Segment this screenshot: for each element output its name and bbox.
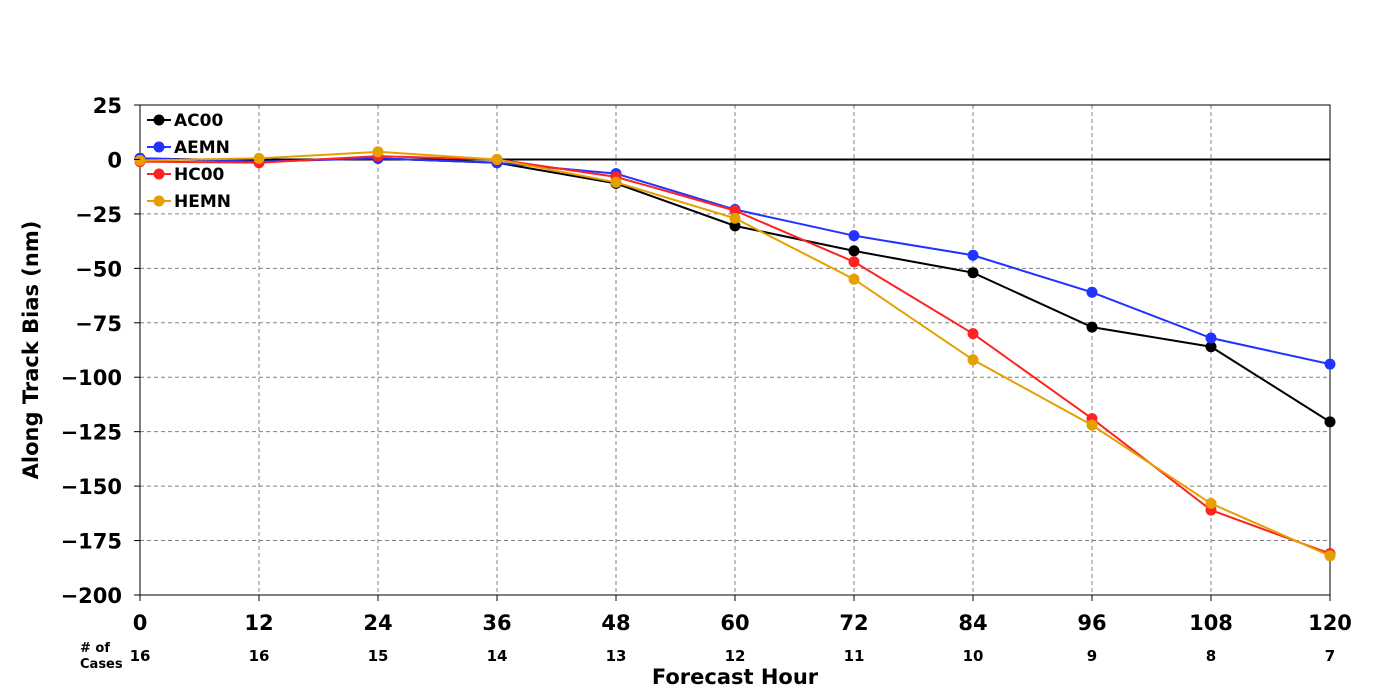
x-tick-label: 60 [720, 611, 749, 635]
data-point-ac00 [848, 245, 860, 257]
data-point-hemn [729, 212, 741, 224]
y-tick-label: 0 [107, 148, 122, 172]
y-tick-label: −125 [61, 421, 122, 445]
ticks-layer: 25 0 −25 −50 −75 −100 −125 −150 −175 −200 0 12 24 36 4… [61, 94, 1352, 635]
y-tick-label: 25 [93, 94, 122, 118]
y-tick-label: −100 [61, 366, 122, 390]
case-count-label: 12 [725, 647, 746, 665]
case-count-label: 16 [249, 647, 270, 665]
x-tick-label: 48 [601, 611, 630, 635]
data-point-hemn [1205, 498, 1217, 510]
y-tick-label: −75 [75, 312, 122, 336]
y-tick-label: −200 [61, 584, 122, 608]
case-count-label: 16 [130, 647, 151, 665]
data-point-ac00 [729, 220, 741, 232]
case-count-label: 15 [368, 647, 389, 665]
legend-marker-hc00 [153, 168, 165, 180]
x-axis-title: Forecast Hour [652, 665, 819, 689]
data-point-ac00 [1205, 341, 1217, 353]
data-point-hemn [610, 176, 622, 188]
y-tick-label: −25 [75, 203, 122, 227]
x-tick-label: 96 [1077, 611, 1106, 635]
data-point-aemn [1205, 332, 1217, 344]
data-point-hemn [134, 155, 146, 167]
y-tick-label: −50 [75, 257, 122, 281]
y-tick-label: −175 [61, 530, 122, 554]
x-tick-label: 72 [839, 611, 868, 635]
x-tick-label: 36 [482, 611, 511, 635]
data-point-ac00 [1324, 416, 1336, 428]
x-tick-label: 108 [1189, 611, 1233, 635]
cases-layer: # of Cases 16 16 15 14 13 12 11 10 9 8 7 [80, 641, 1335, 672]
case-count-label: 11 [844, 647, 865, 665]
case-count-label: 9 [1087, 647, 1097, 665]
data-point-hemn [967, 354, 979, 366]
legend-label-hemn: HEMN [174, 192, 231, 212]
legend-marker-ac00 [153, 114, 165, 126]
data-point-hemn [491, 153, 503, 165]
case-count-label: 14 [487, 647, 508, 665]
legend-marker-hemn [153, 195, 165, 207]
y-tick-label: −150 [61, 475, 122, 499]
legend-marker-aemn [153, 141, 165, 153]
data-point-hemn [848, 273, 860, 285]
data-point-hc00 [967, 328, 979, 340]
case-count-label: 8 [1206, 647, 1216, 665]
y-axis-title: Along Track Bias (nm) [19, 221, 43, 480]
data-point-hemn [372, 146, 384, 158]
data-point-hc00 [848, 256, 860, 268]
legend-label-hc00: HC00 [174, 165, 225, 185]
case-count-label: 13 [606, 647, 627, 665]
x-tick-label: 0 [133, 611, 148, 635]
data-point-hemn [253, 152, 265, 164]
x-tick-label: 120 [1308, 611, 1352, 635]
x-tick-label: 24 [363, 611, 392, 635]
data-point-aemn [848, 230, 860, 242]
data-point-hc00 [729, 205, 741, 217]
data-point-ac00 [967, 267, 979, 279]
data-point-aemn [967, 249, 979, 261]
cases-title-line-2: Cases [80, 657, 123, 672]
x-tick-label: 84 [958, 611, 987, 635]
legend: AC00 AEMN HC00 HEMN [147, 111, 231, 212]
case-count-label: 10 [963, 647, 984, 665]
data-point-hemn [1324, 550, 1336, 562]
x-tick-label: 12 [244, 611, 273, 635]
legend-label-ac00: AC00 [174, 111, 223, 131]
series-layer [134, 146, 1336, 562]
grid-layer [140, 105, 1330, 595]
case-count-label: 7 [1325, 647, 1335, 665]
cases-title-line-1: # of [80, 641, 110, 656]
data-point-ac00 [1086, 321, 1098, 333]
data-point-aemn [1086, 286, 1098, 298]
legend-label-aemn: AEMN [174, 138, 230, 158]
data-point-aemn [1324, 358, 1336, 370]
data-point-hemn [1086, 419, 1098, 431]
